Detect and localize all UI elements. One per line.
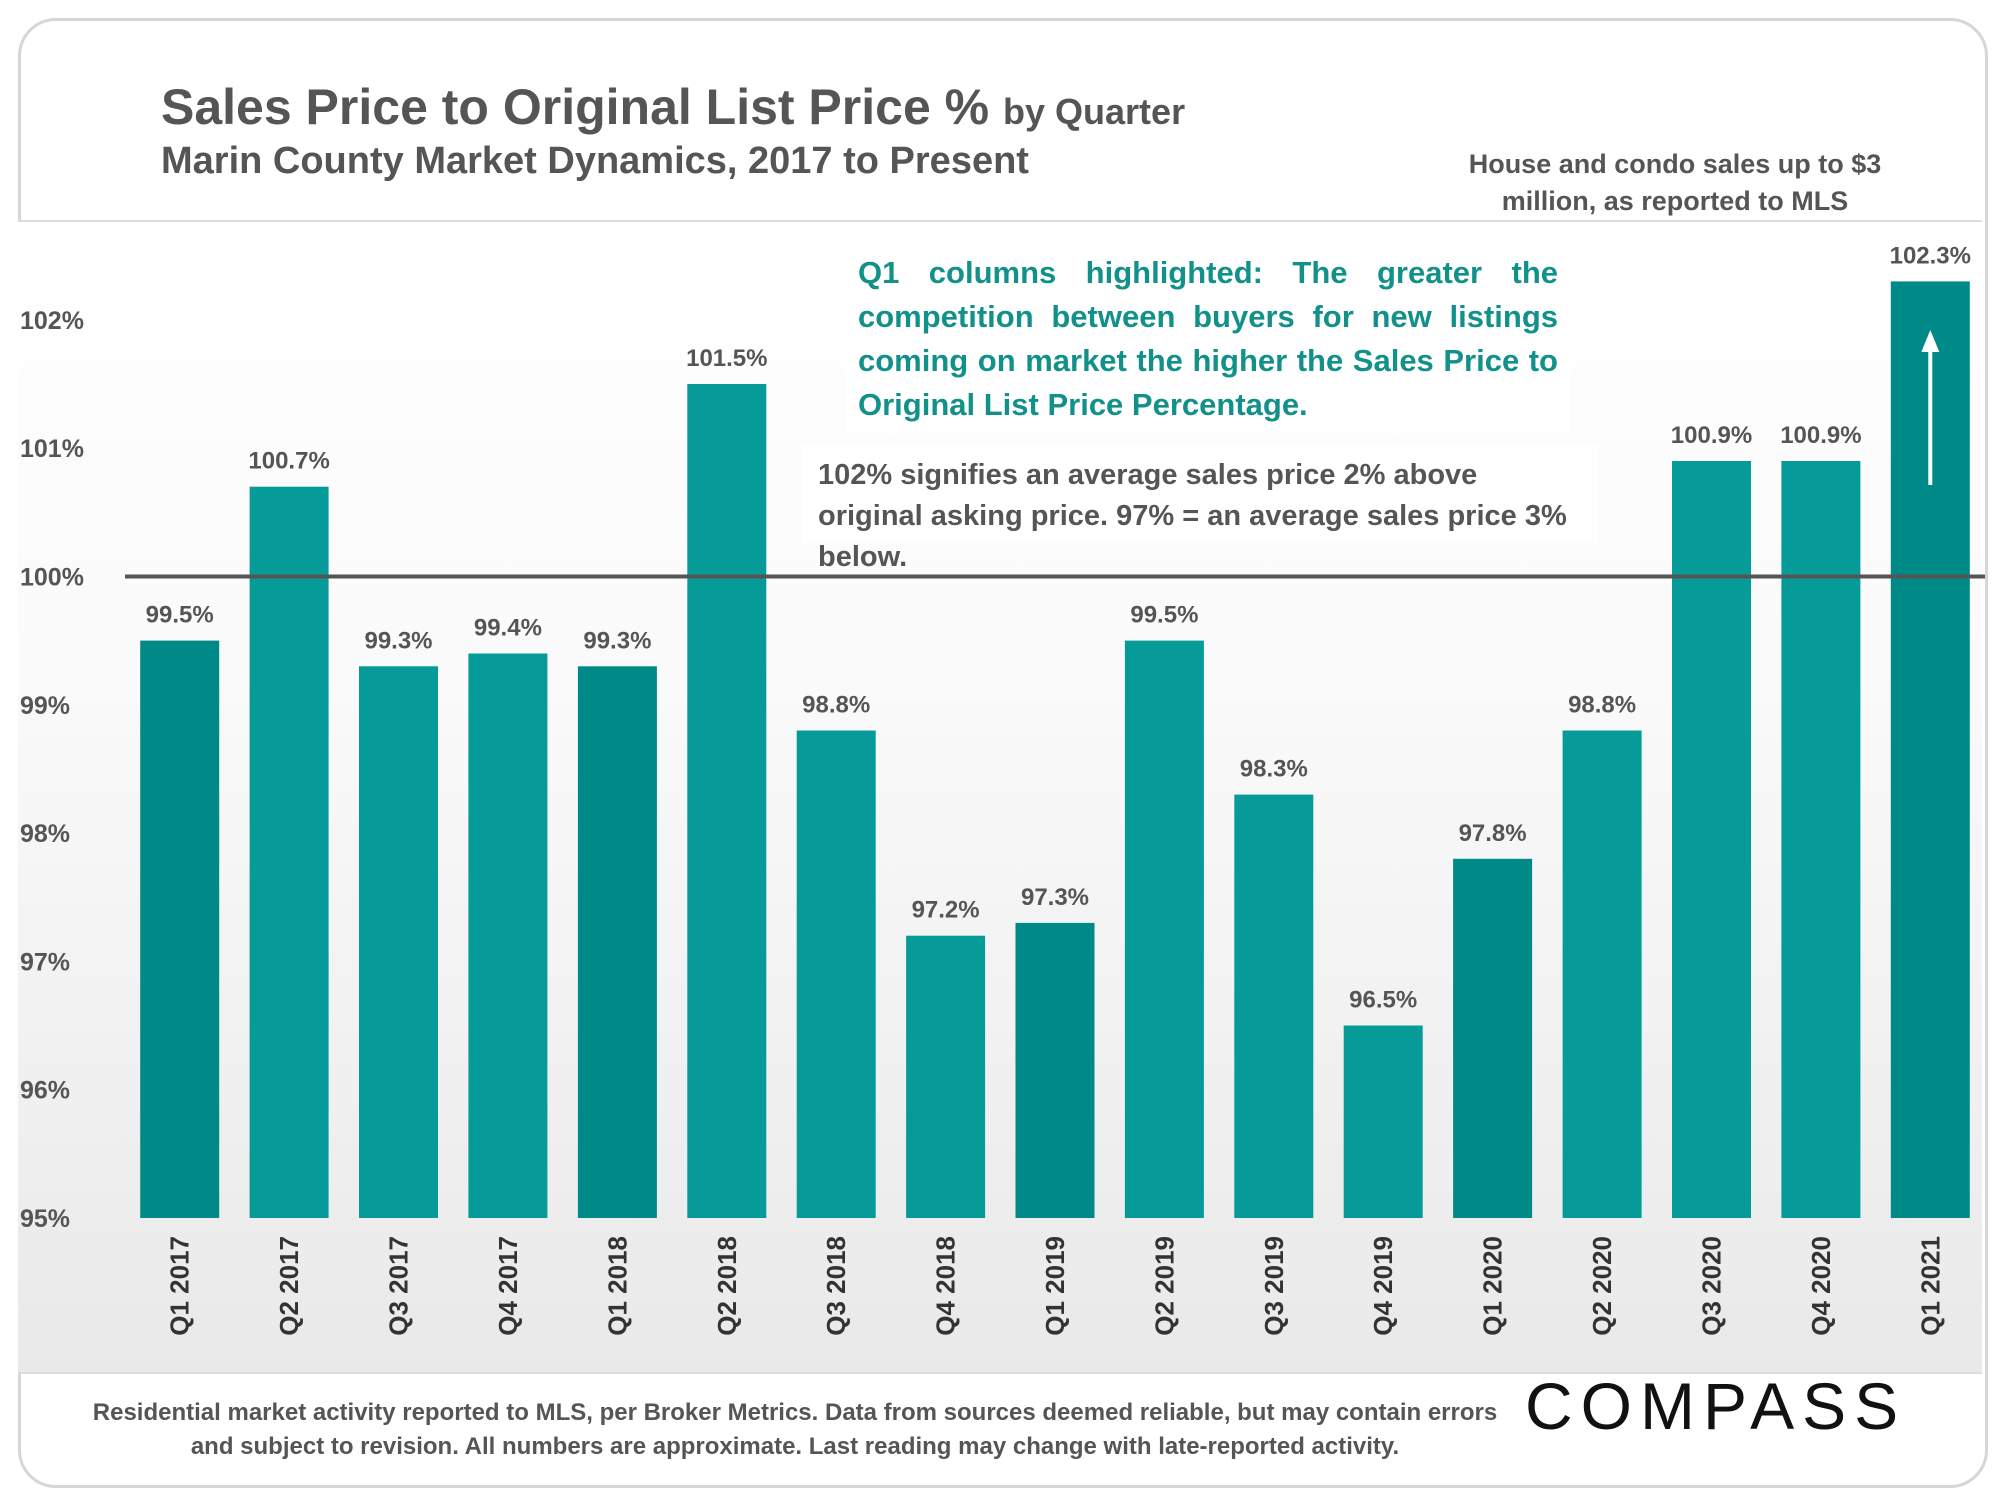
bar-q3-2018 [796,730,876,1218]
x-axis: Q1 2017 Q2 2017 Q3 2017 Q4 2017 Q1 2018 Q2 20… [165,1236,1946,1336]
bar-q3-2017 [359,666,438,1218]
y-tick-label: 100% [20,564,84,592]
bar-q4-2017 [468,653,548,1218]
data-label: 100.7% [248,448,329,475]
y-tick-label: 98% [20,820,70,848]
data-label: 98.8% [802,692,870,719]
bars [140,281,1970,1218]
y-tick-label: 96% [20,1077,70,1105]
bar-q4-2020 [1781,461,1861,1218]
data-label: 100.9% [1671,422,1752,449]
x-tick-label: Q4 2019 [1368,1236,1398,1336]
y-tick-label: 102% [20,307,84,335]
y-axis: 95% 96% 97% 98% 99% 100% 101% 102% [20,307,84,1233]
data-label: 99.4% [474,615,542,642]
x-tick-label: Q3 2020 [1697,1236,1727,1336]
compass-logo: COMPASS [1525,1369,1907,1443]
chart-title: Sales Price to Original List Price % by … [161,79,1186,135]
data-label: 97.2% [912,897,980,924]
arrow-head [1921,330,1940,352]
bar-q4-2018 [906,935,986,1218]
bar-q1-2018 [577,666,657,1218]
bar-q2-2017 [249,486,329,1218]
x-tick-label: Q2 2019 [1149,1236,1179,1336]
chart-title-suffix: by Quarter [1003,91,1186,132]
y-tick-label: 101% [20,435,84,463]
data-label: 102.3% [1890,242,1971,269]
x-tick-label: Q3 2019 [1259,1236,1289,1336]
bar-q4-2019 [1343,1025,1423,1218]
scope-note: House and condo sales up to $3 million, … [1468,149,1882,216]
data-label: 99.5% [1130,602,1198,629]
x-tick-label: Q1 2021 [1915,1236,1945,1336]
data-label: 98.8% [1568,692,1636,719]
highlight-callout: Q1 columns highlighted: The greater the … [846,245,1570,433]
bar-q1-2020 [1453,858,1533,1218]
bar-q1-2017 [140,640,220,1218]
trend-arrow-icon [1921,330,1940,485]
bar-q3-2019 [1234,794,1314,1218]
x-tick-label: Q3 2018 [821,1236,851,1336]
bar-q3-2020 [1672,461,1751,1218]
y-tick-label: 95% [20,1205,70,1233]
x-tick-label: Q3 2017 [384,1236,414,1336]
data-label: 100.9% [1780,422,1861,449]
data-label: 99.5% [146,602,214,629]
data-label: 101.5% [686,345,767,372]
bar-q2-2018 [687,384,767,1218]
bar-q2-2020 [1562,730,1642,1218]
data-label: 99.3% [583,627,651,654]
x-tick-label: Q4 2018 [931,1236,961,1336]
bar-q2-2019 [1124,640,1204,1218]
bar-q1-2019 [1015,922,1095,1218]
x-tick-label: Q4 2017 [493,1236,523,1336]
footer-disclaimer: Residential market activity reported to … [92,1399,1498,1460]
data-label: 98.3% [1240,756,1308,783]
x-tick-label: Q1 2019 [1040,1236,1070,1336]
data-label: 97.8% [1459,820,1527,847]
data-labels: 99.5% 100.7% 99.3% 99.4% 99.3% 101.5% 98.8% 97.… [146,242,1971,1013]
x-tick-label: Q2 2017 [274,1236,304,1336]
x-tick-label: Q4 2020 [1806,1236,1836,1336]
x-tick-label: Q2 2020 [1587,1236,1617,1336]
y-tick-label: 99% [20,692,70,720]
x-tick-label: Q2 2018 [712,1236,742,1336]
y-tick-label: 97% [20,948,70,976]
chart-subtitle: Marin County Market Dynamics, 2017 to Pr… [161,140,1029,182]
x-tick-label: Q1 2018 [602,1236,632,1336]
data-label: 96.5% [1349,987,1417,1014]
data-label: 99.3% [364,627,432,654]
data-label: 97.3% [1021,884,1089,911]
explanation-callout: 102% signifies an average sales price 2%… [802,445,1597,573]
x-tick-label: Q1 2020 [1478,1236,1508,1336]
x-tick-label: Q1 2017 [165,1236,195,1336]
